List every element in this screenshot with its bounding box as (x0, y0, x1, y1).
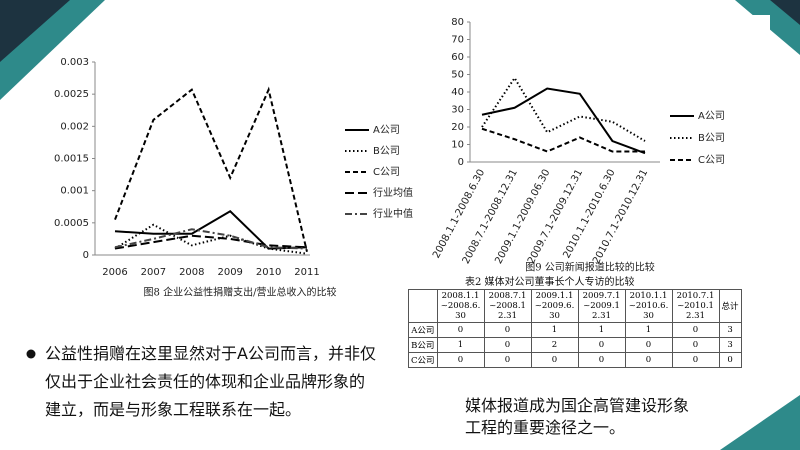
series-line (114, 86, 308, 253)
legend-label: 行业均值 (373, 186, 413, 199)
y-tick-label: 0.002 (60, 121, 89, 132)
legend-label: B公司 (373, 146, 400, 157)
table-caption: 表2 媒体对公司董事长个人专访的比较 (465, 277, 635, 288)
table: 2008.1.1~2008.6.30 2008.7.1~2008.12.31 200… (408, 289, 742, 368)
y-tick-label: 60 (451, 52, 464, 63)
x-tick-label: 2008 (179, 267, 204, 278)
y-tick-label: 30 (451, 105, 464, 116)
chart-title: 图8 企业公益性捐赠支出/营业总收入的比较 (144, 286, 337, 299)
x-tick-label: 2006 (102, 267, 127, 278)
table-cell: 0 (483, 322, 532, 338)
y-tick-label: 0.0005 (54, 218, 89, 229)
chart-title: 图9 公司新闻报道比较的比较 (525, 261, 655, 274)
table-cell: 1 (624, 322, 673, 338)
table-cell: B公司 (408, 337, 438, 353)
table-row: C公司 0 0 0 0 0 0 0 (408, 352, 742, 368)
header-cell: 2009.1.1~2009.6.30 (530, 289, 579, 323)
chart-bg (418, 15, 770, 277)
table-cell: 0 (483, 337, 532, 353)
table-row: B公司 1 0 2 0 0 0 3 (408, 337, 742, 353)
legend-label: C公司 (698, 155, 725, 166)
table-cell: 0 (671, 322, 720, 338)
y-tick-label: 70 (451, 35, 464, 46)
legend-label: A公司 (698, 111, 725, 122)
decor (720, 395, 800, 450)
x-tick-label: 2011 (294, 267, 319, 278)
table-cell: 0 (624, 352, 673, 368)
y-tick-label: 0.003 (60, 57, 89, 68)
legend-label: 行业中值 (373, 207, 413, 220)
series-line (114, 223, 308, 255)
legend-label: A公司 (373, 125, 400, 136)
series-line (114, 234, 308, 250)
table-cell: 3 (718, 337, 742, 353)
table-cell: 0 (436, 322, 485, 338)
chart-bg (60, 50, 420, 305)
table-cell: 1 (436, 337, 485, 353)
header-cell: 总计 (718, 289, 742, 323)
legend-label: B公司 (698, 133, 725, 144)
header-cell: 2009.7.1~2009.12.31 (577, 289, 626, 323)
table-cell: 0 (624, 337, 673, 353)
series-line (114, 228, 308, 250)
series-line (481, 76, 646, 142)
y-tick-label: 40 (451, 87, 464, 98)
table-cell: 2 (530, 337, 579, 353)
bullet-text: 公益性捐赠在这里显然对于A公司而言，并非仅仅出于企业社会责任的体现和企业品牌形象… (45, 344, 376, 419)
table-cell: 0 (530, 352, 579, 368)
y-tick-label: 0.0015 (54, 154, 89, 165)
table-cell: 0 (671, 352, 720, 368)
table-row: A公司 0 0 1 1 1 0 3 (408, 322, 742, 338)
table-cell: 1 (530, 322, 579, 338)
x-tick-label: 2007 (141, 267, 166, 278)
table-cell: A公司 (408, 322, 438, 338)
x-tick-label: 2009 (217, 267, 242, 278)
y-tick-label: 0 (83, 250, 89, 261)
header-cell: 2008.7.1~2008.12.31 (483, 289, 532, 323)
y-tick-label: 0.0025 (54, 89, 89, 100)
table-cell: 0 (483, 352, 532, 368)
y-tick-label: 0 (458, 157, 464, 168)
y-tick-label: 10 (451, 140, 464, 151)
y-tick-label: 0.001 (60, 186, 89, 197)
corner-cell (408, 289, 438, 323)
series-line (114, 210, 308, 250)
table-cell: C公司 (408, 352, 438, 368)
table-cell: 0 (436, 352, 485, 368)
table-cell: 0 (577, 352, 626, 368)
table-cell: 0 (577, 337, 626, 353)
series-line (481, 87, 646, 155)
table-cell: 0 (671, 337, 720, 353)
bullet-dot (26, 349, 36, 359)
caption: 媒体报道成为国企高管建设形象工程的重要途径之一。 (465, 396, 690, 437)
y-tick-label: 80 (451, 17, 464, 28)
table-cell: 3 (718, 322, 742, 338)
header-cell: 2008.1.1~2008.6.30 (436, 289, 485, 323)
y-tick-label: 50 (451, 70, 464, 81)
decor (0, 0, 70, 62)
table-header: 2008.1.1~2008.6.30 2008.7.1~2008.12.31 200… (408, 289, 742, 323)
decor (770, 0, 800, 25)
table-cell: 1 (577, 322, 626, 338)
x-tick-label: 2010 (256, 267, 281, 278)
header-cell: 2010.1.1~2010.6.30 (624, 289, 673, 323)
legend-label: C公司 (373, 167, 400, 178)
series-line (481, 127, 645, 153)
table-cell: 0 (718, 352, 742, 368)
header-cell: 2010.7.1~2010.12.31 (671, 289, 720, 323)
y-tick-label: 20 (451, 122, 464, 133)
